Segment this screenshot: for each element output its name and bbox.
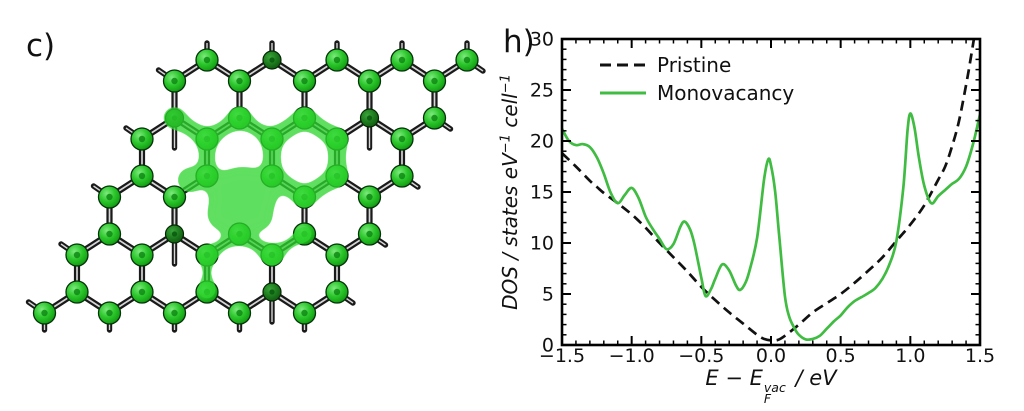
x-tick-label: 1.5 [965, 345, 995, 367]
x-tick-label: 0.0 [756, 345, 786, 367]
atom-core [171, 193, 178, 201]
atom-core [236, 77, 243, 85]
atom-core [398, 135, 406, 143]
y-tick-label: 5 [542, 284, 554, 306]
y-tick-label: 10 [530, 233, 554, 255]
panel-molecular-structure: c) [0, 0, 500, 411]
atom-core [236, 309, 243, 317]
atom-core [73, 251, 81, 259]
legend-label: Monovacancy [657, 81, 794, 105]
x-tick-label: 0.5 [826, 345, 856, 367]
legend-entry-monovacancy: Monovacancy [600, 81, 794, 105]
atom-core [431, 77, 438, 85]
atom-dark-core [269, 289, 275, 295]
atom-core [106, 230, 113, 238]
y-tick-label: 20 [530, 131, 554, 153]
atom-core [463, 56, 471, 64]
atom-core [138, 172, 146, 180]
atom-core [41, 309, 48, 317]
y-tick-label: 0 [542, 335, 554, 357]
y-tick-label: 30 [530, 29, 554, 51]
x-tick-label: −1.0 [609, 345, 655, 367]
isosurface [162, 105, 349, 300]
atom-core [333, 288, 341, 296]
atom-core [366, 230, 373, 238]
atom-dark-core [171, 231, 178, 237]
x-tick-label: −0.5 [678, 345, 724, 367]
series-pristine-curve [563, 40, 976, 342]
atom-core [301, 77, 308, 85]
dos-chart-svg: −1.5 −1.0 −0.5 0.0 0.5 1.0 1.5 0 5 10 15 20 25 30 Pris… [530, 29, 995, 368]
panel-label-c: c) [26, 28, 56, 64]
panel-dos-chart: h) −1.5 −1.0 −0.5 0.0 0.5 1.0 1.5 0 5 10 15 20 25 30 P… [498, 0, 1024, 411]
atom-core [171, 309, 178, 317]
atom-core [333, 56, 341, 64]
atom-core [106, 193, 113, 201]
y-tick-label: 15 [530, 182, 554, 204]
atom-core [138, 288, 146, 296]
atom-core [106, 309, 113, 317]
atom-core [73, 288, 81, 296]
series-monovacancy-curve [563, 112, 979, 342]
atom-core [203, 56, 211, 64]
atom-core [171, 77, 178, 85]
ef-vac-stack: vac F [763, 380, 786, 406]
curves-group [563, 40, 979, 342]
ticks-group [561, 38, 981, 346]
x-tick-label: −1.5 [539, 345, 585, 367]
atom-core [138, 251, 146, 259]
x-tick-label: 1.0 [895, 345, 925, 367]
atom-core [398, 56, 406, 64]
atom-core [398, 172, 406, 180]
panel-label-h: h) [503, 24, 535, 60]
atom-core [366, 77, 373, 85]
atom-core [431, 114, 438, 122]
legend: Pristine Monovacancy [600, 53, 794, 105]
atom-core [333, 251, 341, 259]
isosurface-group [162, 105, 349, 300]
atom-dark-core [366, 115, 373, 121]
atom-core [138, 135, 146, 143]
y-tick-label: 25 [530, 80, 554, 102]
atom-core [301, 309, 308, 317]
y-axis-label: DOS / states eV−1 cell−1 [498, 74, 522, 310]
legend-label: Pristine [657, 53, 731, 77]
atom-core [366, 193, 373, 201]
legend-entry-pristine: Pristine [600, 53, 731, 77]
structure-svg [25, 40, 486, 333]
atom-dark-core [269, 57, 275, 63]
tick-labels-group: −1.5 −1.0 −0.5 0.0 0.5 1.0 1.5 0 5 10 15 20 25 30 [530, 29, 995, 368]
